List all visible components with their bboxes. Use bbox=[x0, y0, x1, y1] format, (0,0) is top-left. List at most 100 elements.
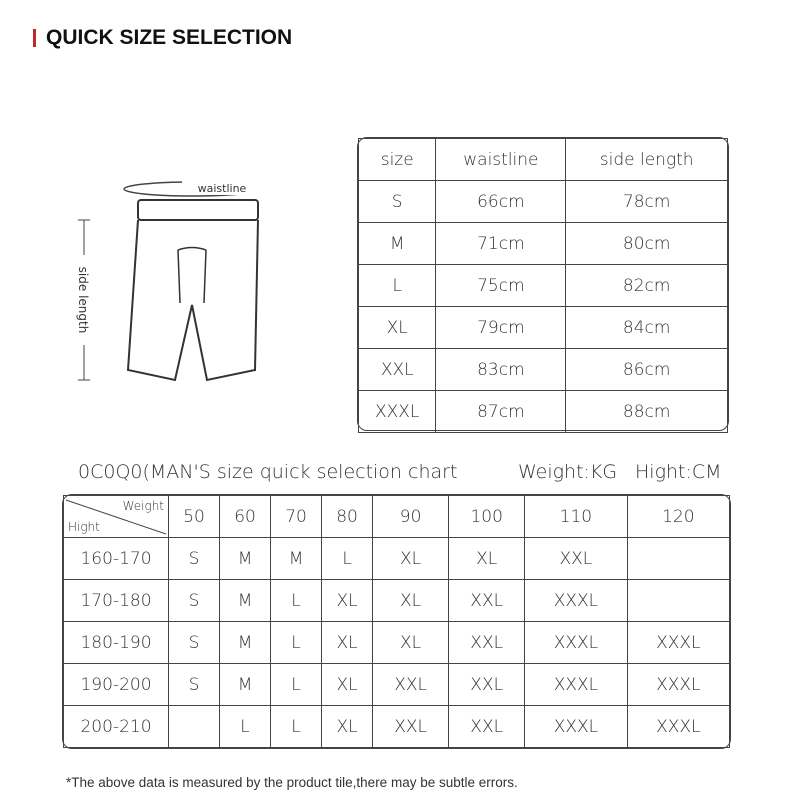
table-cell: XL bbox=[357, 306, 437, 349]
table-cell: XXL bbox=[357, 348, 437, 391]
size-cell: XXXL bbox=[524, 579, 628, 622]
size-cell: L bbox=[321, 537, 374, 580]
weight-header: 80 bbox=[321, 495, 374, 538]
size-cell: XL bbox=[321, 663, 374, 706]
table-row: 190-200 S M L XL XXL XXL XXXL XXXL bbox=[63, 663, 731, 706]
table-row: 200-210 L L XL XXL XXL XXXL XXXL bbox=[63, 705, 731, 748]
table-cell: M bbox=[357, 222, 437, 265]
size-cell bbox=[626, 579, 731, 622]
size-cell: M bbox=[219, 663, 272, 706]
height-cell: 190-200 bbox=[63, 663, 169, 706]
header-cell: size bbox=[357, 138, 437, 181]
size-cell: XXXL bbox=[524, 621, 628, 664]
size-cell: L bbox=[270, 579, 323, 622]
size-cell: S bbox=[167, 579, 221, 622]
size-cell: L bbox=[270, 663, 323, 706]
table-cell: 80cm bbox=[565, 222, 728, 265]
size-cell: XL bbox=[372, 579, 450, 622]
size-cell bbox=[167, 705, 221, 748]
size-cell: XXL bbox=[448, 579, 526, 622]
table-cell: XXXL bbox=[357, 390, 437, 433]
size-selection-chart: Weight Hight 50 60 70 80 90 100 110 120 160-170 S… bbox=[63, 495, 731, 748]
shorts-diagram: waistline side length bbox=[76, 181, 262, 382]
size-cell: XXXL bbox=[626, 621, 731, 664]
size-cell: XXL bbox=[372, 663, 450, 706]
size-cell bbox=[626, 537, 731, 580]
header-cell: side length bbox=[565, 138, 728, 181]
size-cell: XXL bbox=[448, 705, 526, 748]
size-cell: L bbox=[219, 705, 272, 748]
table-cell: 82cm bbox=[565, 264, 728, 307]
table-row: M 71cm 80cm bbox=[357, 222, 728, 265]
size-table: size waistline side length S 66cm 78cm M 71cm 8… bbox=[357, 138, 728, 433]
weight-axis-label: Weight bbox=[122, 499, 164, 513]
table-cell: 88cm bbox=[565, 390, 728, 433]
size-cell: XL bbox=[372, 537, 450, 580]
table-row: L 75cm 82cm bbox=[357, 264, 728, 307]
size-cell: M bbox=[219, 621, 272, 664]
size-cell: XXL bbox=[448, 663, 526, 706]
size-cell: XXXL bbox=[626, 705, 731, 748]
table-cell: 87cm bbox=[435, 390, 567, 433]
table-cell: L bbox=[357, 264, 437, 307]
size-cell: S bbox=[167, 663, 221, 706]
weight-header: 120 bbox=[626, 495, 731, 538]
weight-header: 90 bbox=[372, 495, 450, 538]
size-cell: XXXL bbox=[524, 705, 628, 748]
table-cell: S bbox=[357, 180, 437, 223]
table-row: XXXL 87cm 88cm bbox=[357, 390, 728, 433]
size-cell: XXL bbox=[448, 621, 526, 664]
table-row: S 66cm 78cm bbox=[357, 180, 728, 223]
table-row: 160-170 S M M L XL XL XXL bbox=[63, 537, 731, 580]
height-cell: 180-190 bbox=[63, 621, 169, 664]
size-cell: XXL bbox=[372, 705, 450, 748]
weight-header: 70 bbox=[270, 495, 323, 538]
size-cell: XL bbox=[448, 537, 526, 580]
weight-header: 110 bbox=[524, 495, 628, 538]
height-cell: 160-170 bbox=[63, 537, 169, 580]
table-row: XL 79cm 84cm bbox=[357, 306, 728, 349]
height-axis-label: Hight bbox=[68, 520, 100, 534]
waistline-label: waistline bbox=[198, 182, 247, 195]
size-cell: L bbox=[270, 621, 323, 664]
accent-bar bbox=[33, 29, 36, 47]
header-cell: waistline bbox=[435, 138, 567, 181]
size-cell: M bbox=[219, 579, 272, 622]
size-cell: XL bbox=[321, 705, 374, 748]
table-cell: 71cm bbox=[435, 222, 567, 265]
table-row: 170-180 S M L XL XL XXL XXXL bbox=[63, 579, 731, 622]
size-cell: S bbox=[167, 537, 221, 580]
table-header-row: Weight Hight 50 60 70 80 90 100 110 120 bbox=[63, 495, 731, 538]
height-unit: Hight:CM bbox=[635, 461, 722, 483]
title-text: QUICK SIZE SELECTION bbox=[46, 26, 293, 49]
size-cell: XL bbox=[321, 579, 374, 622]
side-length-label: side length bbox=[76, 267, 90, 334]
weight-header: 50 bbox=[167, 495, 221, 538]
weight-unit: Weight:KG bbox=[518, 461, 618, 483]
table-cell: 78cm bbox=[565, 180, 728, 223]
weight-header: 100 bbox=[448, 495, 526, 538]
weight-header: 60 bbox=[219, 495, 272, 538]
chart-title: 0C0Q0(MAN'S size quick selection chart bbox=[78, 461, 458, 483]
table-cell: 66cm bbox=[435, 180, 567, 223]
table-row: XXL 83cm 86cm bbox=[357, 348, 728, 391]
height-cell: 170-180 bbox=[63, 579, 169, 622]
table-cell: 79cm bbox=[435, 306, 567, 349]
size-cell: XXXL bbox=[524, 663, 628, 706]
table-header-row: size waistline side length bbox=[357, 138, 728, 181]
height-cell: 200-210 bbox=[63, 705, 169, 748]
size-cell: M bbox=[270, 537, 323, 580]
size-cell: XL bbox=[321, 621, 374, 664]
table-cell: 75cm bbox=[435, 264, 567, 307]
page-title: QUICK SIZE SELECTION bbox=[33, 26, 292, 50]
table-row: 180-190 S M L XL XL XXL XXXL XXXL bbox=[63, 621, 731, 664]
table-cell: 84cm bbox=[565, 306, 728, 349]
corner-cell: Weight Hight bbox=[63, 495, 169, 538]
size-cell: XXXL bbox=[626, 663, 731, 706]
size-cell: S bbox=[167, 621, 221, 664]
footnote: *The above data is measured by the produ… bbox=[66, 775, 518, 790]
size-cell: XXL bbox=[524, 537, 628, 580]
size-cell: XL bbox=[372, 621, 450, 664]
table-cell: 83cm bbox=[435, 348, 567, 391]
size-cell: M bbox=[219, 537, 272, 580]
